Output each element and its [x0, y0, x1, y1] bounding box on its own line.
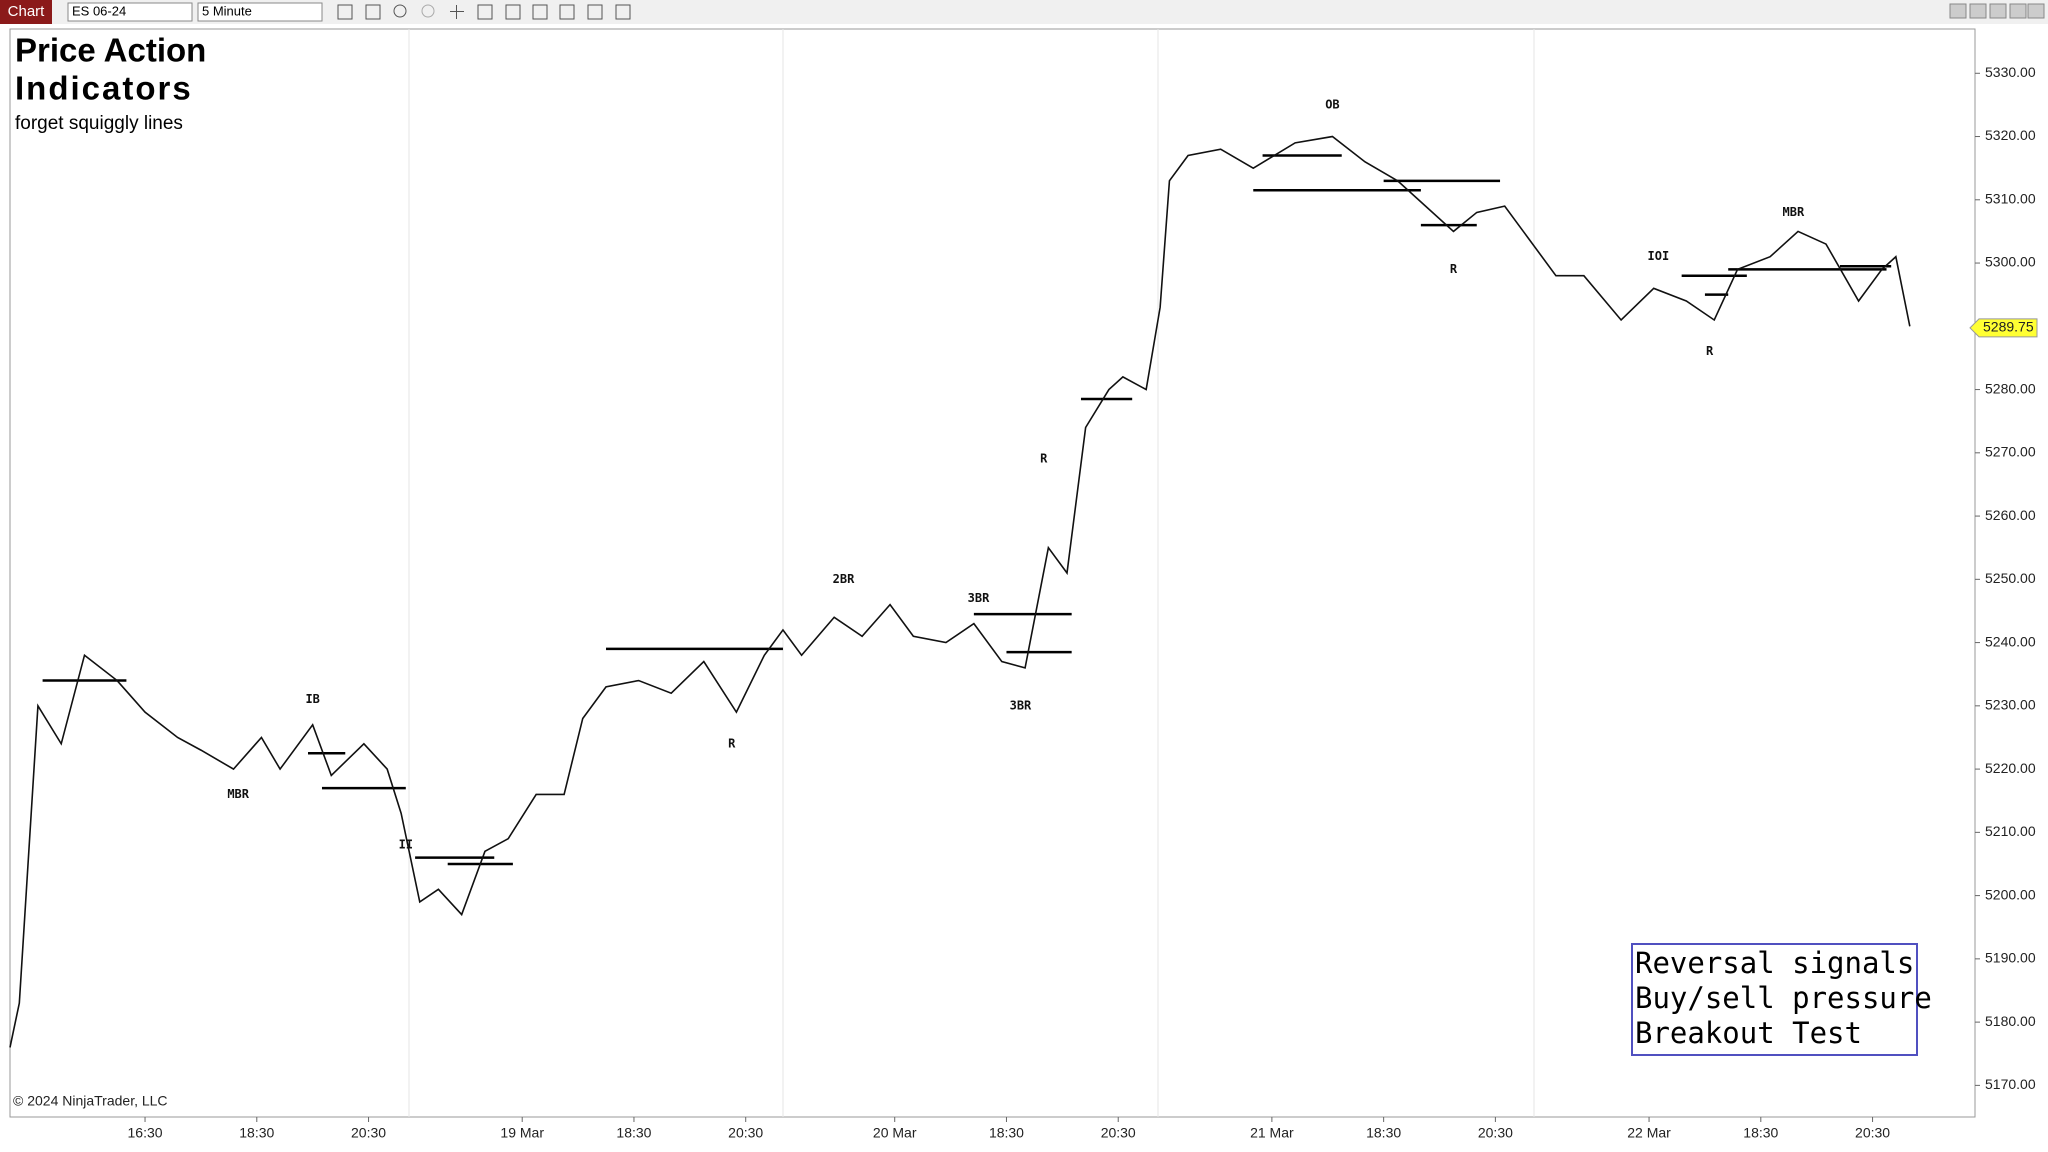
x-tick-label: 20 Mar [873, 1125, 917, 1141]
x-tick-label: 20:30 [1478, 1125, 1513, 1141]
annotation: R [1040, 452, 1048, 466]
annotation: OB [1325, 97, 1339, 111]
y-tick-label: 5180.00 [1985, 1013, 2036, 1029]
annotation: IB [305, 692, 319, 706]
annotation: IOI [1648, 249, 1670, 263]
annotation: 3BR [1010, 698, 1032, 712]
x-tick-label: 18:30 [239, 1125, 274, 1141]
y-tick-label: 5260.00 [1985, 507, 2036, 523]
annotation: II [399, 838, 413, 852]
annotation: 3BR [968, 591, 990, 605]
price-line [9, 135, 1911, 1048]
y-tick-label: 5250.00 [1985, 570, 2036, 586]
last-price-flag [1969, 318, 2038, 338]
y-tick-label: 5300.00 [1985, 254, 2036, 270]
y-tick-label: 5320.00 [1985, 127, 2036, 143]
legend-line: Buy/sell pressure [1635, 981, 1932, 1015]
x-tick-label: 21 Mar [1250, 1125, 1294, 1141]
interval-select[interactable] [197, 2, 323, 22]
instrument-label: ES 06-24 [72, 3, 126, 18]
y-tick-label: 5190.00 [1985, 950, 2036, 966]
y-tick-label: 5230.00 [1985, 697, 2036, 713]
annotation: R [1450, 262, 1458, 276]
legend-box [1631, 943, 1918, 1056]
x-tick-label: 16:30 [128, 1125, 163, 1141]
chart-tab[interactable] [0, 0, 52, 24]
toolbar [0, 0, 2048, 24]
x-tick-label: 18:30 [1366, 1125, 1401, 1141]
x-tick-label: 20:30 [1101, 1125, 1136, 1141]
annotation: MBR [1783, 205, 1805, 219]
copyright: © 2024 NinjaTrader, LLC [13, 1093, 168, 1109]
chart-tab-label: Chart [8, 3, 46, 20]
y-tick-label: 5270.00 [1985, 444, 2036, 460]
interval-label: 5 Minute [202, 3, 252, 18]
annotation: R [728, 736, 736, 750]
x-tick-label: 20:30 [351, 1125, 386, 1141]
y-tick-label: 5280.00 [1985, 380, 2036, 396]
y-tick-label: 5240.00 [1985, 633, 2036, 649]
y-tick-label: 5210.00 [1985, 823, 2036, 839]
x-tick-label: 20:30 [1855, 1125, 1890, 1141]
toolbar-icons[interactable] [337, 4, 631, 20]
y-tick-label: 5220.00 [1985, 760, 2036, 776]
annotation: MBR [227, 787, 249, 801]
y-tick-label: 5200.00 [1985, 886, 2036, 902]
plot-area [9, 28, 1976, 1118]
x-tick-label: 18:30 [1743, 1125, 1778, 1141]
x-tick-label: 18:30 [989, 1125, 1024, 1141]
x-tick-label: 20:30 [728, 1125, 763, 1141]
x-tick-label: 18:30 [616, 1125, 651, 1141]
chart-title-line: Indicators [15, 70, 193, 107]
annotation: R [1706, 344, 1714, 358]
y-tick-label: 5330.00 [1985, 64, 2036, 80]
session-separators [408, 29, 1535, 1117]
y-tick-label: 5310.00 [1985, 190, 2036, 206]
legend-line: Reversal signals [1635, 946, 1914, 980]
y-tick-label: 5170.00 [1985, 1076, 2036, 1092]
window-buttons[interactable] [1949, 3, 2045, 19]
instrument-select[interactable] [67, 2, 193, 22]
last-price-label: 5289.75 [1983, 319, 2034, 335]
chart-title-line: Price Action [15, 32, 206, 69]
x-tick-label: 22 Mar [1627, 1125, 1671, 1141]
x-tick-label: 19 Mar [500, 1125, 544, 1141]
legend-line: Breakout Test [1635, 1016, 1862, 1050]
annotation: 2BR [833, 572, 855, 586]
chart-subtitle: forget squiggly lines [15, 113, 183, 134]
